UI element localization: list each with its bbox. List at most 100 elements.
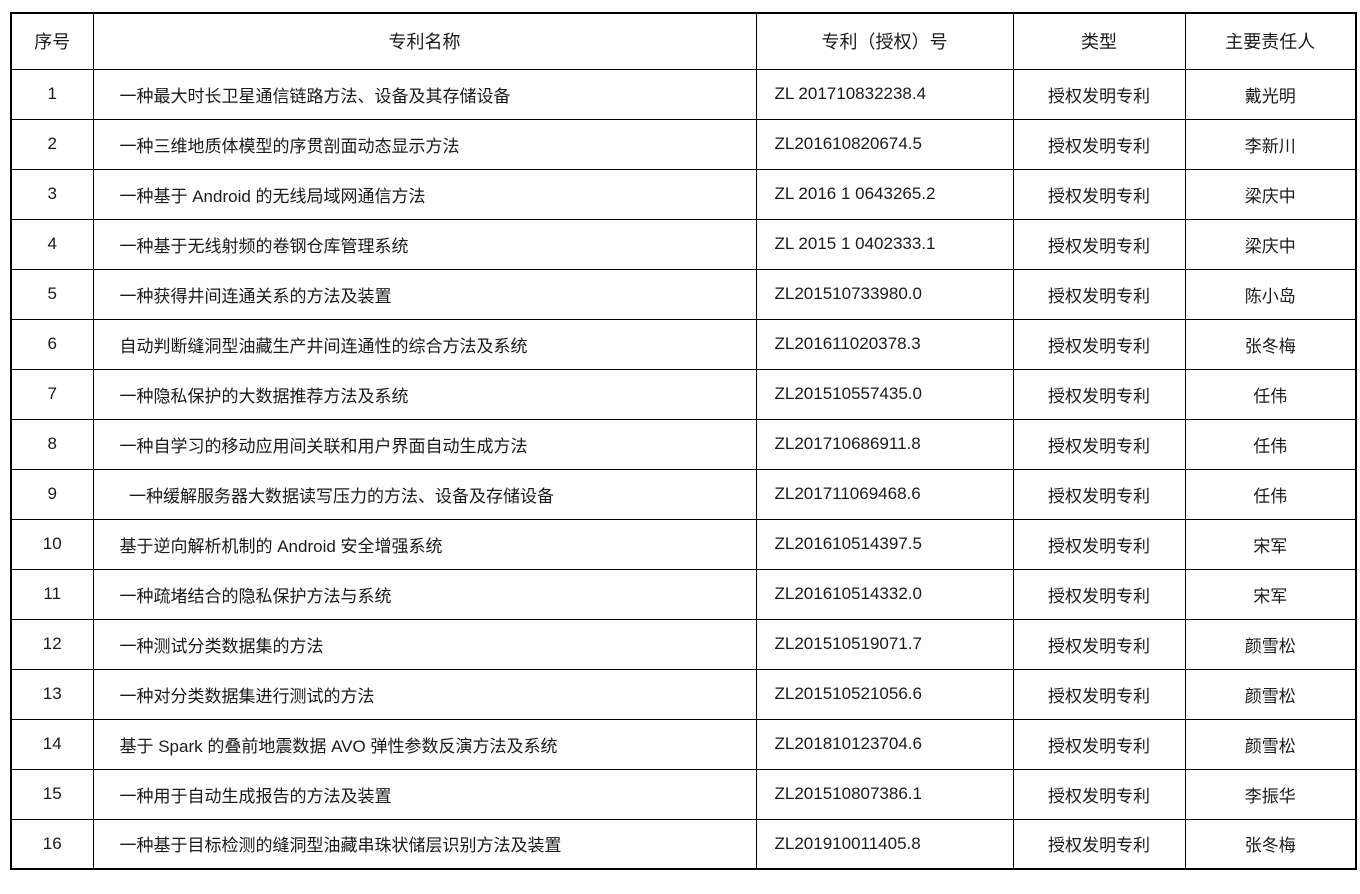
table-row: 15 一种用于自动生成报告的方法及装置 ZL201510807386.1 授权发… [10, 768, 1357, 820]
cell-row-number: 12 [10, 618, 94, 670]
cell-row-number: 4 [10, 218, 94, 270]
column-header-number: 专利（授权）号 [755, 12, 1014, 70]
cell-patent-type: 授权发明专利 [1012, 668, 1186, 720]
cell-patent-number: ZL201610514397.5 [755, 518, 1014, 570]
cell-owner-name: 颜雪松 [1184, 618, 1357, 670]
cell-row-number: 8 [10, 418, 94, 470]
patent-table-body: 1 一种最大时长卫星通信链路方法、设备及其存储设备 ZL 20171083223… [10, 68, 1357, 870]
cell-patent-number: ZL201711069468.6 [755, 468, 1014, 520]
table-row: 4 一种基于无线射频的卷钢仓库管理系统 ZL 2015 1 0402333.1 … [10, 218, 1357, 270]
cell-patent-type: 授权发明专利 [1012, 118, 1186, 170]
cell-patent-name: 一种缓解服务器大数据读写压力的方法、设备及存储设备 [92, 468, 757, 520]
cell-row-number: 7 [10, 368, 94, 420]
table-row: 10 基于逆向解析机制的 Android 安全增强系统 ZL2016105143… [10, 518, 1357, 570]
cell-owner-name: 宋军 [1184, 518, 1357, 570]
cell-patent-number: ZL201510521056.6 [755, 668, 1014, 720]
cell-patent-number: ZL201510807386.1 [755, 768, 1014, 820]
cell-row-number: 1 [10, 68, 94, 120]
cell-patent-type: 授权发明专利 [1012, 518, 1186, 570]
table-row: 7 一种隐私保护的大数据推荐方法及系统 ZL201510557435.0 授权发… [10, 368, 1357, 420]
cell-patent-name: 一种测试分类数据集的方法 [92, 618, 757, 670]
cell-patent-name: 一种三维地质体模型的序贯剖面动态显示方法 [92, 118, 757, 170]
cell-patent-name: 一种基于无线射频的卷钢仓库管理系统 [92, 218, 757, 270]
cell-row-number: 5 [10, 268, 94, 320]
cell-owner-name: 戴光明 [1184, 68, 1357, 120]
table-row: 13 一种对分类数据集进行测试的方法 ZL201510521056.6 授权发明… [10, 668, 1357, 720]
cell-owner-name: 梁庆中 [1184, 168, 1357, 220]
cell-patent-type: 授权发明专利 [1012, 818, 1186, 870]
table-row: 9 一种缓解服务器大数据读写压力的方法、设备及存储设备 ZL2017110694… [10, 468, 1357, 520]
patent-table-document: 序号 专利名称 专利（授权）号 类型 主要责任人 1 一种最大时长卫星通信链路方… [10, 12, 1357, 870]
cell-row-number: 11 [10, 568, 94, 620]
cell-patent-type: 授权发明专利 [1012, 468, 1186, 520]
patent-table-header: 序号 专利名称 专利（授权）号 类型 主要责任人 [10, 12, 1357, 70]
patent-table: 序号 专利名称 专利（授权）号 类型 主要责任人 1 一种最大时长卫星通信链路方… [10, 12, 1357, 870]
cell-patent-name: 一种隐私保护的大数据推荐方法及系统 [92, 368, 757, 420]
table-row: 12 一种测试分类数据集的方法 ZL201510519071.7 授权发明专利 … [10, 618, 1357, 670]
cell-row-number: 14 [10, 718, 94, 770]
cell-patent-name: 基于逆向解析机制的 Android 安全增强系统 [92, 518, 757, 570]
table-row: 3 一种基于 Android 的无线局域网通信方法 ZL 2016 1 0643… [10, 168, 1357, 220]
column-header-type: 类型 [1012, 12, 1186, 70]
cell-patent-number: ZL 2016 1 0643265.2 [755, 168, 1014, 220]
cell-owner-name: 李新川 [1184, 118, 1357, 170]
cell-patent-type: 授权发明专利 [1012, 168, 1186, 220]
cell-patent-number: ZL201610514332.0 [755, 568, 1014, 620]
cell-patent-name: 一种最大时长卫星通信链路方法、设备及其存储设备 [92, 68, 757, 120]
cell-owner-name: 任伟 [1184, 418, 1357, 470]
cell-patent-number: ZL 2015 1 0402333.1 [755, 218, 1014, 270]
cell-patent-type: 授权发明专利 [1012, 768, 1186, 820]
table-row: 5 一种获得井间连通关系的方法及装置 ZL201510733980.0 授权发明… [10, 268, 1357, 320]
cell-patent-type: 授权发明专利 [1012, 268, 1186, 320]
cell-row-number: 15 [10, 768, 94, 820]
column-header-name: 专利名称 [92, 12, 757, 70]
cell-patent-type: 授权发明专利 [1012, 218, 1186, 270]
table-row: 2 一种三维地质体模型的序贯剖面动态显示方法 ZL201610820674.5 … [10, 118, 1357, 170]
cell-owner-name: 宋军 [1184, 568, 1357, 620]
table-row: 6 自动判断缝洞型油藏生产井间连通性的综合方法及系统 ZL20161102037… [10, 318, 1357, 370]
cell-row-number: 9 [10, 468, 94, 520]
cell-row-number: 2 [10, 118, 94, 170]
cell-patent-name: 一种获得井间连通关系的方法及装置 [92, 268, 757, 320]
cell-row-number: 6 [10, 318, 94, 370]
cell-row-number: 13 [10, 668, 94, 720]
cell-row-number: 16 [10, 818, 94, 870]
cell-patent-type: 授权发明专利 [1012, 368, 1186, 420]
cell-patent-number: ZL201510733980.0 [755, 268, 1014, 320]
cell-owner-name: 张冬梅 [1184, 318, 1357, 370]
column-header-owner: 主要责任人 [1184, 12, 1357, 70]
cell-patent-name: 一种基于 Android 的无线局域网通信方法 [92, 168, 757, 220]
header-row: 序号 专利名称 专利（授权）号 类型 主要责任人 [10, 12, 1357, 70]
cell-patent-number: ZL201510557435.0 [755, 368, 1014, 420]
cell-patent-type: 授权发明专利 [1012, 718, 1186, 770]
cell-patent-number: ZL201810123704.6 [755, 718, 1014, 770]
cell-patent-number: ZL201510519071.7 [755, 618, 1014, 670]
cell-owner-name: 任伟 [1184, 468, 1357, 520]
cell-patent-number: ZL201610820674.5 [755, 118, 1014, 170]
table-row: 11 一种疏堵结合的隐私保护方法与系统 ZL201610514332.0 授权发… [10, 568, 1357, 620]
cell-patent-name: 一种自学习的移动应用间关联和用户界面自动生成方法 [92, 418, 757, 470]
table-row: 1 一种最大时长卫星通信链路方法、设备及其存储设备 ZL 20171083223… [10, 68, 1357, 120]
cell-owner-name: 梁庆中 [1184, 218, 1357, 270]
cell-owner-name: 陈小岛 [1184, 268, 1357, 320]
cell-patent-number: ZL201910011405.8 [755, 818, 1014, 870]
cell-owner-name: 任伟 [1184, 368, 1357, 420]
cell-patent-number: ZL 201710832238.4 [755, 68, 1014, 120]
cell-patent-name: 一种疏堵结合的隐私保护方法与系统 [92, 568, 757, 620]
cell-row-number: 3 [10, 168, 94, 220]
cell-patent-name: 一种对分类数据集进行测试的方法 [92, 668, 757, 720]
cell-patent-name: 一种用于自动生成报告的方法及装置 [92, 768, 757, 820]
cell-owner-name: 颜雪松 [1184, 668, 1357, 720]
table-row: 16 一种基于目标检测的缝洞型油藏串珠状储层识别方法及装置 ZL20191001… [10, 818, 1357, 870]
cell-patent-name: 基于 Spark 的叠前地震数据 AVO 弹性参数反演方法及系统 [92, 718, 757, 770]
table-row: 14 基于 Spark 的叠前地震数据 AVO 弹性参数反演方法及系统 ZL20… [10, 718, 1357, 770]
cell-owner-name: 张冬梅 [1184, 818, 1357, 870]
cell-owner-name: 李振华 [1184, 768, 1357, 820]
cell-patent-number: ZL201611020378.3 [755, 318, 1014, 370]
cell-patent-type: 授权发明专利 [1012, 568, 1186, 620]
cell-patent-type: 授权发明专利 [1012, 618, 1186, 670]
cell-patent-type: 授权发明专利 [1012, 318, 1186, 370]
column-header-index: 序号 [10, 12, 94, 70]
cell-row-number: 10 [10, 518, 94, 570]
cell-patent-number: ZL201710686911.8 [755, 418, 1014, 470]
